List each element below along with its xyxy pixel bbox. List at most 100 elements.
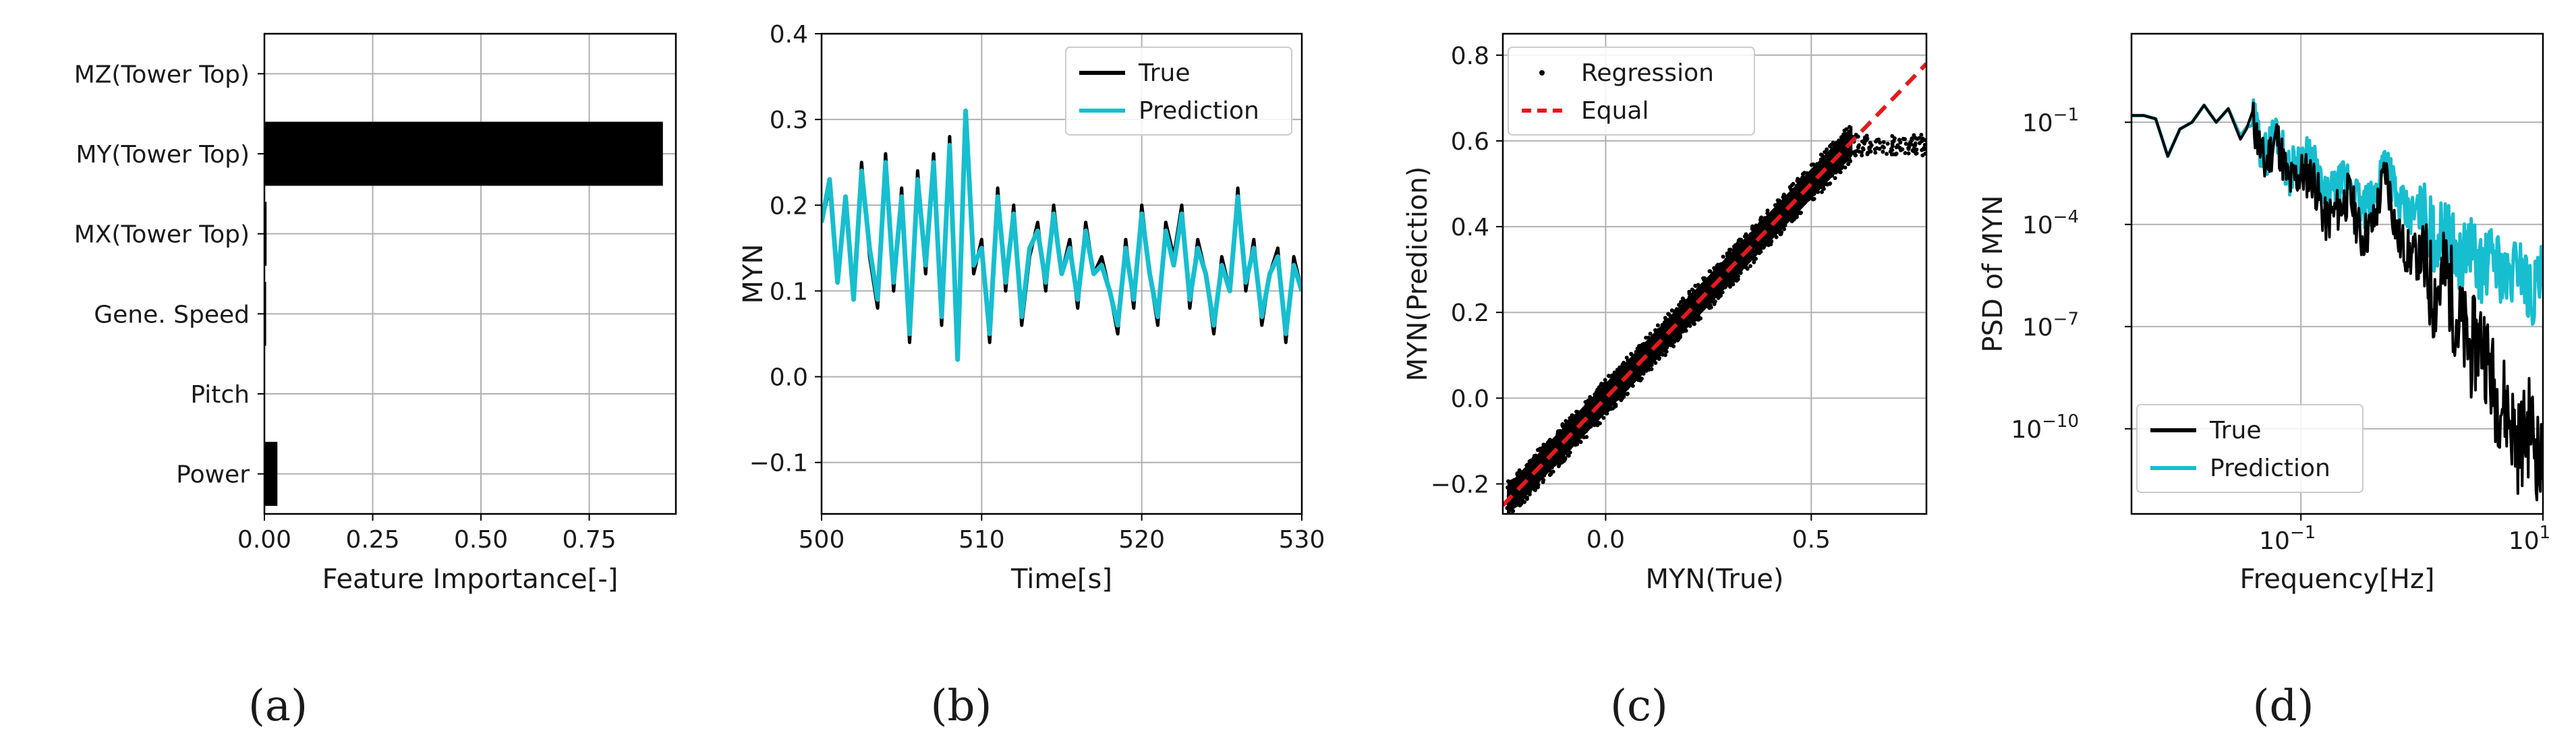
scatter-point (1684, 301, 1688, 306)
scatter-point (1657, 356, 1662, 360)
scatter-point (1607, 400, 1612, 405)
scatter-point (1906, 151, 1911, 156)
bar-1 (264, 121, 663, 186)
scatter-point (1739, 247, 1744, 252)
scatter-point (1778, 206, 1783, 210)
legend-label-true: True (2209, 417, 2261, 444)
scatter-point (1519, 502, 1524, 506)
scatter-point (1684, 328, 1688, 333)
scatter-point (1823, 181, 1827, 186)
scatter-point (1616, 371, 1621, 376)
panel-label-b: (b) (931, 681, 992, 731)
scatter-point (1553, 440, 1557, 445)
scatter-point (1602, 382, 1607, 386)
x-tick-label-2: 0.50 (454, 526, 508, 554)
scatter-point (1825, 147, 1829, 152)
scatter-point (1744, 242, 1748, 247)
scatter-point (1664, 326, 1669, 330)
scatter-point (1829, 148, 1834, 153)
scatter-point (1555, 457, 1560, 462)
scatter-point (1680, 319, 1685, 323)
scatter-point (1725, 254, 1729, 258)
scatter-point (1678, 313, 1682, 318)
scatter-point (1649, 357, 1653, 361)
scatter-point (1541, 477, 1546, 482)
scatter-point (1510, 479, 1514, 484)
scatter-point (1800, 172, 1805, 177)
bar-3 (264, 281, 266, 346)
scatter-point (1664, 349, 1669, 354)
scatter-point (1772, 210, 1777, 214)
x-tick-label-0-base: 10 (2259, 527, 2290, 555)
scatter-point (1560, 459, 1565, 464)
scatter-point (1890, 134, 1895, 138)
scatter-point (1549, 441, 1554, 446)
scatter-point (1744, 232, 1748, 237)
scatter-point (1845, 138, 1850, 142)
scatter-point (1922, 142, 1926, 147)
scatter-point (1620, 362, 1625, 367)
scatter-point (1725, 263, 1729, 268)
scatter-point (1518, 469, 1522, 473)
legend-d: True Prediction (2136, 404, 2364, 493)
scatter-point (1613, 374, 1618, 378)
scatter-point (1707, 269, 1712, 274)
scatter-point (1900, 147, 1905, 152)
scatter-point (1707, 287, 1712, 292)
scatter-point (1796, 181, 1801, 186)
scatter-point (1562, 457, 1566, 461)
scatter-point (1531, 486, 1536, 491)
scatter-point (1758, 216, 1763, 221)
scatter-point (1699, 303, 1704, 308)
scatter-point (1539, 454, 1543, 459)
scatter-point (1696, 308, 1701, 312)
scatter-point (1636, 354, 1640, 358)
scatter-point (1611, 380, 1615, 384)
scatter-point (1659, 334, 1664, 339)
scatter-point (1865, 152, 1870, 156)
scatter-point (1710, 271, 1715, 276)
x-tick-label-1: 510 (958, 526, 1005, 554)
x-tick-label-0: 500 (799, 526, 845, 554)
y-tick-label-0-exponent: −1 (2053, 105, 2079, 125)
x-tick-label-1: 101 (2509, 523, 2550, 555)
scatter-point (1823, 150, 1827, 154)
legend-b-box (1065, 47, 1292, 136)
scatter-point (1524, 463, 1529, 468)
scatter-point (1701, 300, 1706, 305)
scatter-point (1592, 413, 1597, 418)
scatter-point (1920, 136, 1925, 141)
panel-c: 0.0 0.5 −0.2 0.0 0.2 0.4 0.6 0.8 MYN(True) MYN(Pr… (1402, 32, 1928, 731)
panel-d: 10−1 10110−110−410−710−10Frequency[Hz]PSD… (1978, 32, 2550, 731)
scatter-point (1790, 219, 1794, 223)
scatter-point (1629, 352, 1634, 357)
scatter-point (1846, 162, 1851, 167)
scatter-point (1541, 460, 1545, 465)
scatter-point (1606, 374, 1611, 378)
scatter-point (1716, 295, 1721, 299)
scatter-point (1810, 175, 1814, 180)
scatter-point (1846, 132, 1851, 136)
scatter-point (1687, 295, 1692, 299)
scatter-point (1578, 429, 1582, 434)
scatter-point (1520, 491, 1524, 496)
y-tick-label-4: 0.6 (1451, 128, 1489, 156)
scatter-point (1676, 337, 1681, 342)
scatter-point (1758, 225, 1763, 230)
scatter-point (1597, 407, 1602, 412)
scatter-point (1667, 335, 1671, 339)
scatter-point (1618, 365, 1622, 370)
scatter-point (1839, 166, 1843, 171)
scatter-point (1806, 197, 1811, 202)
scatter-point (1734, 272, 1739, 277)
category-label-0: MZ(Tower Top) (74, 61, 250, 88)
scatter-point (1812, 169, 1816, 174)
scatter-point (1573, 442, 1578, 447)
scatter-point (1612, 370, 1617, 375)
x-axis-label: MYN(True) (1645, 564, 1783, 595)
scatter-point (1713, 299, 1717, 303)
scatter-point (1917, 136, 1922, 140)
scatter-point (1846, 135, 1851, 139)
scatter-point (1613, 392, 1618, 397)
scatter-point (1848, 159, 1853, 163)
